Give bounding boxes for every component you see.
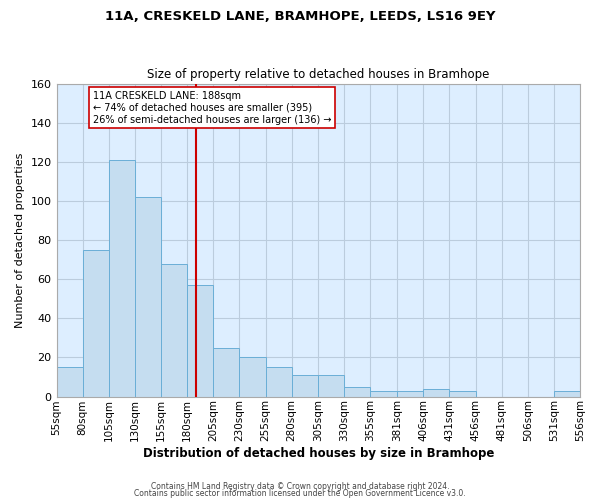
Bar (344, 387, 370, 396)
Bar (56, 367, 83, 396)
Bar (239, 358, 266, 397)
Bar (187, 285, 213, 397)
Text: 11A, CRESKELD LANE, BRAMHOPE, LEEDS, LS16 9EY: 11A, CRESKELD LANE, BRAMHOPE, LEEDS, LS1… (105, 10, 495, 23)
Bar (423, 388, 449, 396)
Bar (213, 348, 239, 397)
Bar (397, 390, 423, 396)
Text: 11A CRESKELD LANE: 188sqm
← 74% of detached houses are smaller (395)
26% of semi: 11A CRESKELD LANE: 188sqm ← 74% of detac… (93, 92, 332, 124)
Text: Contains public sector information licensed under the Open Government Licence v3: Contains public sector information licen… (134, 489, 466, 498)
Text: Contains HM Land Registry data © Crown copyright and database right 2024.: Contains HM Land Registry data © Crown c… (151, 482, 449, 491)
Bar (449, 390, 476, 396)
Bar (370, 390, 397, 396)
Bar (554, 390, 580, 396)
Bar (109, 160, 135, 396)
Bar (135, 197, 161, 396)
Bar (318, 375, 344, 396)
Y-axis label: Number of detached properties: Number of detached properties (15, 152, 25, 328)
Bar (292, 375, 318, 396)
X-axis label: Distribution of detached houses by size in Bramhope: Distribution of detached houses by size … (143, 447, 494, 460)
Bar (83, 250, 109, 396)
Bar (161, 264, 187, 396)
Title: Size of property relative to detached houses in Bramhope: Size of property relative to detached ho… (147, 68, 490, 81)
Bar (266, 367, 292, 396)
